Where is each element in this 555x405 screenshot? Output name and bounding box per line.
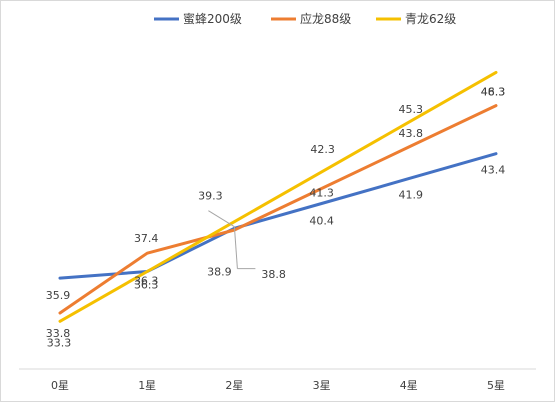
data-labels: 35.9 36.3 38.9 40.4 41.9 43.4 33.8 37.4 38.8 41.3… <box>46 85 506 349</box>
x-tick-label: 1星 <box>138 379 156 392</box>
leader-line <box>233 226 238 269</box>
x-axis-tick-labels: 0星 1星 2星 3星 4星 5星 <box>51 379 505 392</box>
data-label: 43.8 <box>399 127 424 140</box>
x-tick-label: 4星 <box>400 379 418 392</box>
legend-label: 蜜蜂200级 <box>183 11 242 26</box>
x-tick-label: 3星 <box>313 379 331 392</box>
data-label: 36.3 <box>134 275 159 288</box>
series-line <box>58 70 498 323</box>
data-label: 39.3 <box>198 190 223 203</box>
data-label: 38.8 <box>261 268 286 281</box>
data-label: 40.4 <box>309 215 334 228</box>
leader-lines <box>208 210 256 270</box>
x-tick-label: 0星 <box>51 379 69 392</box>
data-label: 48.3 <box>481 85 506 98</box>
data-label: 45.3 <box>399 103 424 116</box>
data-label: 46.3 <box>481 86 506 99</box>
legend-label: 青龙62级 <box>405 12 456 26</box>
data-label: 33.3 <box>47 336 72 349</box>
legend-label: 应龙88级 <box>300 11 351 26</box>
data-label: 35.9 <box>46 289 71 302</box>
series-line <box>58 104 498 315</box>
data-label: 41.9 <box>399 189 424 202</box>
data-label: 33.8 <box>46 327 71 340</box>
data-label: 37.4 <box>134 232 159 245</box>
series-line <box>58 152 498 280</box>
data-label: 36.3 <box>134 279 159 292</box>
data-label: 42.3 <box>310 143 335 156</box>
data-label: 43.4 <box>481 164 506 177</box>
data-label: 38.9 <box>207 265 232 278</box>
data-label: 41.3 <box>309 187 334 200</box>
series-lines <box>58 70 498 323</box>
leader-line <box>208 210 235 228</box>
x-tick-label: 5星 <box>487 379 505 392</box>
legend: 蜜蜂200级 应龙88级 青龙62级 <box>154 11 456 26</box>
x-tick-label: 2星 <box>225 379 243 392</box>
